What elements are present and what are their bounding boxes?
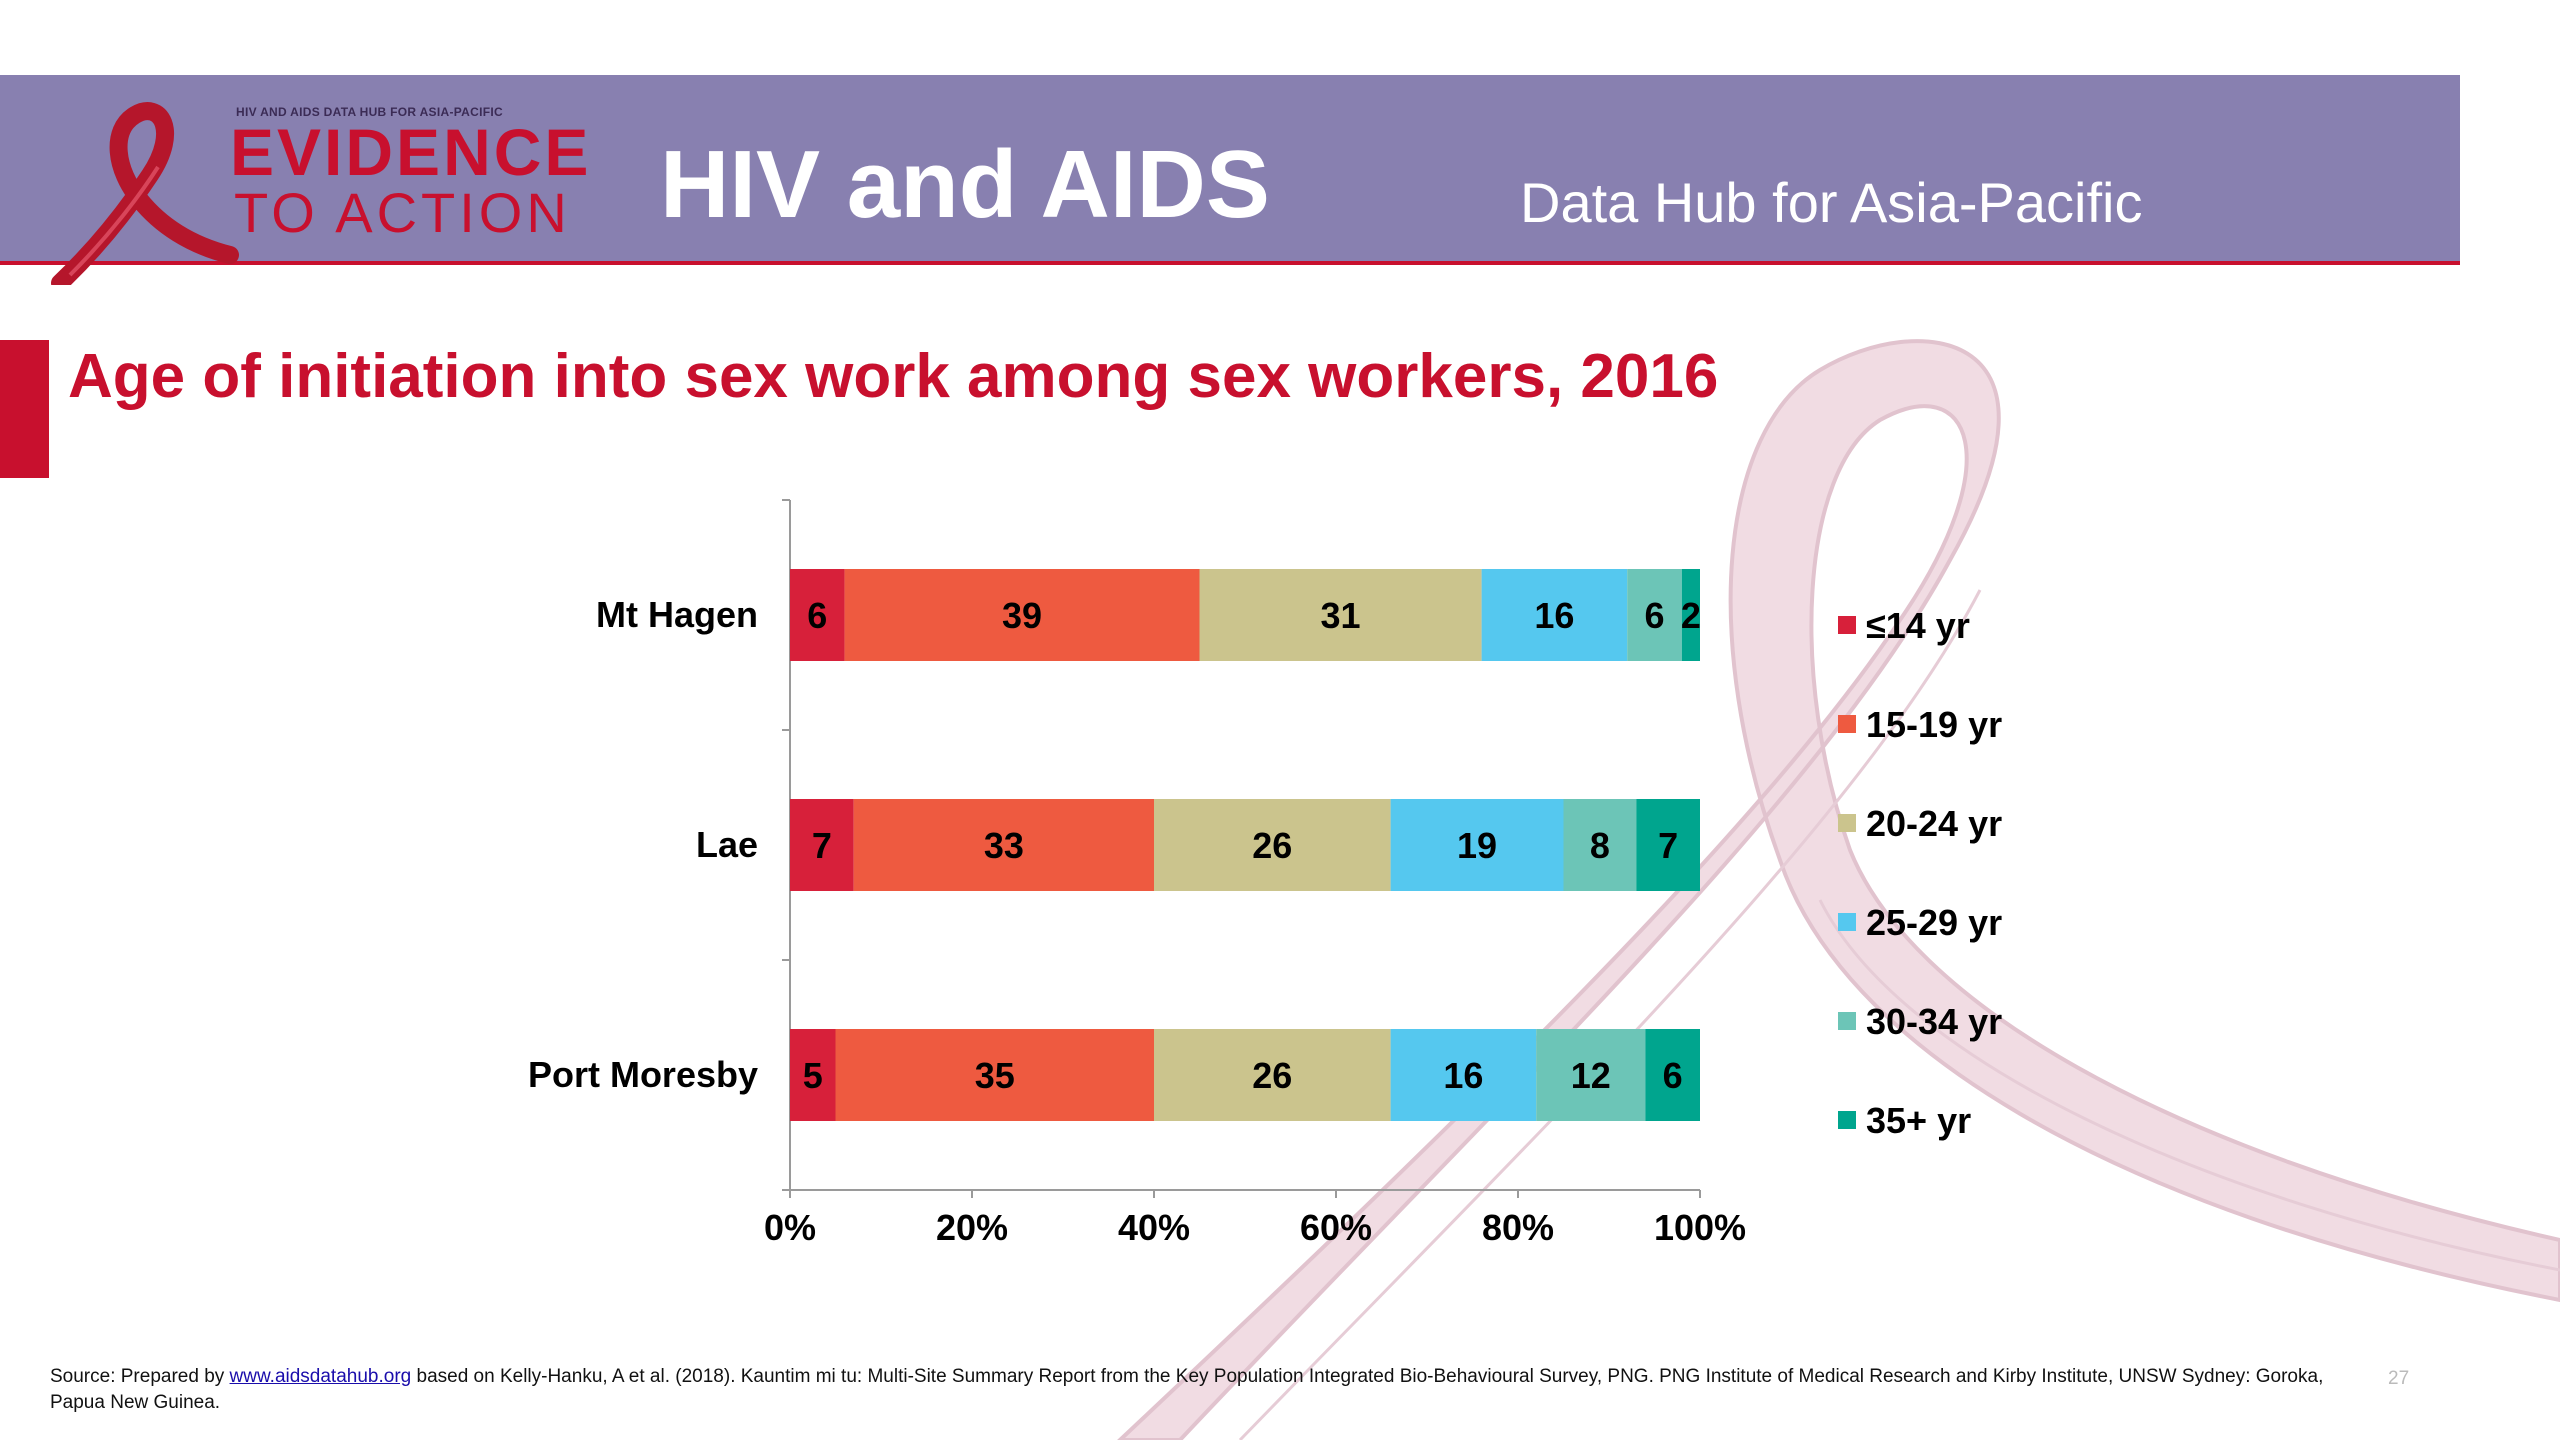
title-accent-bar — [0, 340, 49, 478]
legend-swatch — [1838, 715, 1856, 733]
source-prefix: Source: Prepared by — [50, 1366, 230, 1387]
logo-to-action-text: TO ACTION — [234, 181, 571, 244]
data-label: 6 — [807, 595, 827, 636]
data-label: 12 — [1571, 1055, 1611, 1096]
x-tick-label: 0% — [764, 1207, 816, 1248]
source-note: Source: Prepared by www.aidsdatahub.org … — [50, 1364, 2370, 1416]
bar-segment — [1536, 1029, 1646, 1121]
data-label: 16 — [1534, 595, 1574, 636]
legend-swatch — [1838, 1012, 1856, 1030]
data-label: 26 — [1252, 1055, 1292, 1096]
page-number: 27 — [2388, 1368, 2410, 1389]
data-label: 5 — [803, 1055, 823, 1096]
evidence-to-action-logo: HIV AND AIDS DATA HUB FOR ASIA-PACIFIC E… — [40, 95, 620, 285]
data-label: 6 — [1644, 595, 1664, 636]
legend-swatch — [1838, 616, 1856, 634]
data-label: 26 — [1252, 825, 1292, 866]
data-label: 16 — [1443, 1055, 1483, 1096]
bar-segment — [1199, 569, 1482, 661]
x-tick-label: 100% — [1654, 1207, 1746, 1248]
bar-segment — [835, 1029, 1154, 1121]
logo-evidence-text: EVIDENCE — [230, 115, 592, 189]
bar-segment — [1481, 569, 1628, 661]
bar-segment — [1154, 799, 1391, 891]
bar-segment — [790, 1029, 836, 1121]
legend-swatch — [1838, 913, 1856, 931]
data-label: 2 — [1681, 595, 1701, 636]
legend-label: 35+ yr — [1866, 1100, 1971, 1141]
bar-segment — [1563, 799, 1637, 891]
data-label: 19 — [1457, 825, 1497, 866]
source-link[interactable]: www.aidsdatahub.org — [229, 1366, 412, 1387]
data-label: 31 — [1321, 595, 1361, 636]
legend-label: 30-34 yr — [1866, 1001, 2002, 1042]
bar-segment — [1154, 1029, 1391, 1121]
slide-title: Age of initiation into sex work among se… — [68, 342, 1719, 411]
bar-segment — [1645, 1029, 1700, 1121]
header-subtitle: Data Hub for Asia-Pacific — [1520, 171, 2143, 234]
bar-segment — [1390, 1029, 1537, 1121]
source-rest: based on Kelly-Hanku, A et al. (2018). K… — [50, 1366, 2324, 1413]
data-label: 7 — [1658, 825, 1678, 866]
bar-segment — [844, 569, 1200, 661]
category-label: Mt Hagen — [596, 594, 758, 635]
legend-swatch — [1838, 1111, 1856, 1129]
legend-label: ≤14 yr — [1866, 605, 1970, 646]
red-ribbon-logo-icon — [51, 102, 239, 285]
legend-label: 20-24 yr — [1866, 803, 2002, 844]
data-label: 39 — [1002, 595, 1042, 636]
legend-label: 25-29 yr — [1866, 902, 2002, 943]
bar-segment — [1627, 569, 1682, 661]
data-label: 33 — [984, 825, 1024, 866]
bar-segment — [790, 569, 845, 661]
x-tick-label: 80% — [1482, 1207, 1554, 1248]
data-label: 8 — [1590, 825, 1610, 866]
category-label: Lae — [696, 824, 758, 865]
category-label: Port Moresby — [528, 1054, 758, 1095]
legend-swatch — [1838, 814, 1856, 832]
logo-small-text: HIV AND AIDS DATA HUB FOR ASIA-PACIFIC — [236, 105, 503, 119]
x-tick-label: 20% — [936, 1207, 1008, 1248]
bar-segment — [1636, 799, 1700, 891]
data-label: 35 — [975, 1055, 1015, 1096]
header-title: HIV and AIDS — [660, 131, 1270, 238]
bar-segment — [1390, 799, 1564, 891]
data-label: 7 — [812, 825, 832, 866]
bar-segment — [1681, 569, 1700, 661]
x-tick-label: 40% — [1118, 1207, 1190, 1248]
data-label: 6 — [1663, 1055, 1683, 1096]
x-tick-label: 60% — [1300, 1207, 1372, 1248]
header-banner: HIV AND AIDS DATA HUB FOR ASIA-PACIFIC E… — [0, 75, 2460, 285]
legend-label: 15-19 yr — [1866, 704, 2002, 745]
bar-segment — [853, 799, 1154, 891]
bar-segment — [790, 799, 854, 891]
